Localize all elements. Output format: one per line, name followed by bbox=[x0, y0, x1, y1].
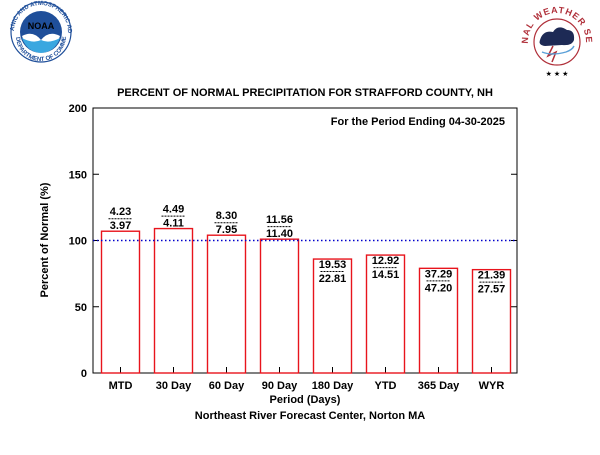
bar bbox=[100, 230, 141, 374]
bar bbox=[418, 267, 459, 374]
chart-title: PERCENT OF NORMAL PRECIPITATION FOR STRA… bbox=[117, 87, 493, 99]
bars bbox=[100, 227, 512, 374]
nws-logo: NATIONAL WEATHER SERVICE ★ ★ ★ bbox=[0, 0, 594, 79]
x-tick-label: 90 Day bbox=[262, 380, 298, 392]
bar bbox=[153, 227, 194, 374]
y-tick-label: 50 bbox=[75, 302, 87, 314]
normal-label: 14.51 bbox=[372, 269, 400, 281]
y-axis-label: Percent of Normal (%) bbox=[39, 182, 51, 297]
observed-label: 4.23 bbox=[110, 206, 131, 218]
chart-credit: Northeast River Forecast Center, Norton … bbox=[195, 410, 425, 422]
observed-label: 12.92 bbox=[372, 255, 400, 267]
normal-label: 3.97 bbox=[110, 220, 131, 232]
x-tick-label: 30 Day bbox=[156, 380, 192, 392]
x-tick-label: 60 Day bbox=[209, 380, 245, 392]
normal-label: 22.81 bbox=[319, 273, 347, 285]
y-tick-label: 100 bbox=[69, 236, 87, 248]
x-axis-label: Period (Days) bbox=[270, 394, 341, 406]
y-tick-label: 0 bbox=[81, 368, 87, 380]
noaa-logo-word: NOAA bbox=[28, 21, 55, 31]
x-tick-label: 365 Day bbox=[418, 380, 460, 392]
x-tick-label: YTD bbox=[375, 380, 397, 392]
x-tick-label: 180 Day bbox=[312, 380, 354, 392]
normal-label: 27.57 bbox=[478, 284, 506, 296]
nws-stars: ★ ★ ★ bbox=[546, 70, 569, 78]
bar bbox=[259, 238, 300, 374]
x-tick-label: MTD bbox=[109, 380, 133, 392]
bar-labels: 4.23 3.97 4.49 4.11 8.30 7.95 11.56 11.40 19.53 2… bbox=[108, 204, 506, 296]
normal-label: 7.95 bbox=[216, 224, 237, 236]
observed-label: 8.30 bbox=[216, 210, 237, 222]
observed-label: 37.29 bbox=[425, 268, 453, 280]
y-tick-label: 150 bbox=[69, 169, 87, 181]
bar bbox=[471, 268, 512, 374]
x-tick-label: WYR bbox=[479, 380, 505, 392]
observed-label: 21.39 bbox=[478, 270, 506, 282]
noaa-logo: NOAA NATIONAL OCEANIC AND ATMOSPHERIC AD… bbox=[0, 0, 72, 63]
normal-label: 47.20 bbox=[425, 282, 453, 294]
y-axis: 0 50 100 150 200 bbox=[69, 103, 517, 380]
chart-subtitle: For the Period Ending 04-30-2025 bbox=[331, 116, 505, 128]
observed-label: 11.56 bbox=[266, 214, 293, 226]
nws-ring-text: NATIONAL WEATHER SERVICE bbox=[0, 0, 594, 44]
bar bbox=[206, 234, 247, 374]
normal-label: 11.40 bbox=[266, 228, 293, 240]
bar bbox=[312, 258, 353, 374]
bar bbox=[365, 254, 406, 374]
y-tick-label: 200 bbox=[69, 103, 87, 115]
observed-label: 19.53 bbox=[319, 259, 347, 271]
normal-label: 4.11 bbox=[163, 218, 184, 230]
observed-label: 4.49 bbox=[163, 204, 184, 216]
x-axis: MTD 30 Day 60 Day 90 Day 180 Day YTD 365 Day WY… bbox=[109, 367, 505, 392]
